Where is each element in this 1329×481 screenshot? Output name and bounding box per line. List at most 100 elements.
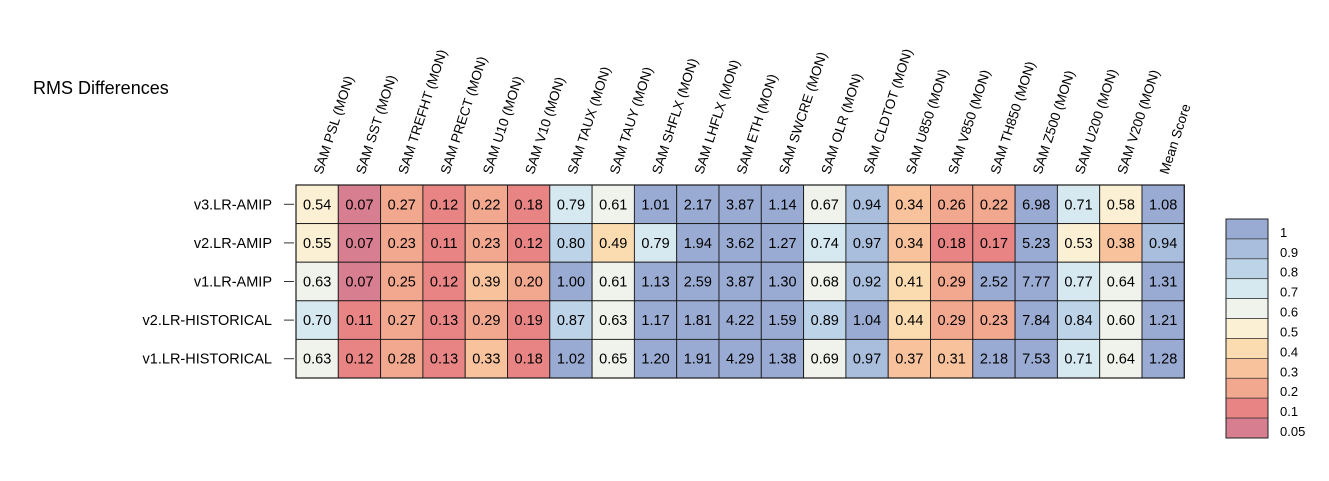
heatmap-cell bbox=[760, 184, 805, 225]
cell-value-label: 4.29 bbox=[726, 352, 754, 368]
cell-value-label: 0.87 bbox=[557, 313, 585, 329]
cell-value-label: 0.18 bbox=[515, 197, 543, 213]
legend-label: 0.2 bbox=[1280, 384, 1298, 399]
heatmap-cell bbox=[1056, 261, 1101, 302]
color-legend: 1 0.9 0.8 0.7 0.6 0.5 0.4 0.3 0.2 0.1 0.05 bbox=[1225, 218, 1305, 439]
cell-value-label: 1.13 bbox=[641, 275, 669, 291]
heatmap-cell bbox=[591, 184, 635, 225]
cell-value-label: 1.38 bbox=[768, 352, 796, 368]
heatmap-cell bbox=[1014, 184, 1058, 225]
cell-value-label: 3.87 bbox=[726, 275, 754, 291]
cell-value-label: 0.77 bbox=[1064, 275, 1092, 291]
heatmap-cell bbox=[1141, 184, 1185, 225]
cell-value-label: 0.34 bbox=[895, 197, 923, 213]
cell-value-label: 0.44 bbox=[895, 313, 923, 329]
legend-swatch bbox=[1225, 417, 1269, 439]
legend-label: 0.1 bbox=[1280, 404, 1298, 419]
cell-value-label: 0.13 bbox=[430, 352, 458, 368]
cell-value-label: 0.63 bbox=[303, 275, 331, 291]
cell-value-label: 1.00 bbox=[557, 275, 585, 291]
heatmap-cell bbox=[887, 300, 931, 340]
heatmap-cell bbox=[1056, 223, 1101, 263]
cell-value-label: 0.68 bbox=[811, 275, 839, 291]
legend-swatch bbox=[1225, 397, 1269, 419]
heatmap-cell bbox=[549, 300, 593, 340]
cell-value-label: 3.62 bbox=[726, 236, 754, 252]
heatmap-cell bbox=[422, 261, 466, 302]
cell-value-label: 0.54 bbox=[303, 197, 331, 213]
heatmap-cell bbox=[972, 184, 1016, 225]
heatmap-cell bbox=[760, 261, 805, 302]
cell-value-label: 1.81 bbox=[684, 313, 712, 329]
cell-value-label: 0.84 bbox=[1064, 313, 1092, 329]
cell-value-label: 1.28 bbox=[1149, 352, 1177, 368]
heatmap-cell bbox=[464, 261, 508, 302]
cell-value-label: 1.94 bbox=[684, 236, 712, 252]
cell-value-label: 2.59 bbox=[684, 275, 712, 291]
legend-swatch bbox=[1225, 258, 1269, 280]
cell-value-label: 1.21 bbox=[1149, 313, 1177, 329]
legend-label: 1 bbox=[1280, 225, 1287, 240]
cell-value-label: 0.12 bbox=[515, 236, 543, 252]
legend-label: 0.7 bbox=[1280, 285, 1298, 300]
heatmap-cell bbox=[718, 261, 762, 302]
row-label: v1.LR-HISTORICAL bbox=[143, 352, 272, 368]
row-label: v3.LR-AMIP bbox=[194, 197, 272, 213]
cell-value-label: 0.69 bbox=[811, 352, 839, 368]
cell-value-label: 0.12 bbox=[430, 275, 458, 291]
heatmap-cell bbox=[507, 223, 551, 263]
cell-value-label: 0.26 bbox=[938, 197, 966, 213]
column-label: SAM U10 (MON) bbox=[480, 74, 526, 176]
cell-value-label: 0.89 bbox=[811, 313, 839, 329]
heatmap-cell bbox=[1099, 338, 1143, 379]
cell-value-label: 3.87 bbox=[726, 197, 754, 213]
cell-value-label: 0.31 bbox=[938, 352, 966, 368]
cell-value-label: 1.27 bbox=[768, 236, 796, 252]
heatmap-cell bbox=[422, 338, 466, 379]
heatmap-cell bbox=[380, 300, 424, 340]
cell-value-label: 7.53 bbox=[1022, 352, 1050, 368]
cell-value-label: 0.63 bbox=[303, 352, 331, 368]
row-label: v1.LR-AMIP bbox=[194, 275, 272, 291]
cell-value-label: 0.94 bbox=[1149, 236, 1177, 252]
heatmap-cell bbox=[1056, 184, 1101, 225]
heatmap-cell bbox=[845, 300, 889, 340]
cell-value-label: 0.80 bbox=[557, 236, 585, 252]
cell-value-label: 1.01 bbox=[641, 197, 669, 213]
cell-value-label: 0.17 bbox=[980, 236, 1008, 252]
heatmap-cell bbox=[380, 338, 424, 379]
cell-value-label: 0.97 bbox=[853, 236, 881, 252]
cell-value-label: 0.27 bbox=[388, 313, 416, 329]
cell-value-label: 0.71 bbox=[1064, 197, 1092, 213]
heatmap-cell bbox=[1014, 223, 1058, 263]
legend-swatch bbox=[1225, 338, 1269, 359]
heatmap-cell bbox=[549, 261, 593, 302]
heatmap-cell bbox=[803, 261, 847, 302]
cell-value-label: 0.25 bbox=[388, 275, 416, 291]
heatmap-cell bbox=[549, 338, 593, 379]
cell-value-label: 0.79 bbox=[641, 236, 669, 252]
heatmap-frame bbox=[295, 184, 1185, 379]
column-label: SAM Z500 (MON) bbox=[1030, 69, 1078, 176]
cell-value-label: 0.29 bbox=[472, 313, 500, 329]
heatmap-cell bbox=[1014, 338, 1058, 379]
cell-value-label: 1.17 bbox=[641, 313, 669, 329]
cell-value-label: 0.41 bbox=[895, 275, 923, 291]
heatmap-cell bbox=[760, 338, 805, 379]
heatmap-cell bbox=[591, 223, 635, 263]
cell-value-label: 0.64 bbox=[1107, 275, 1135, 291]
column-label: SAM U850 (MON) bbox=[903, 67, 951, 176]
legend-swatch bbox=[1225, 278, 1269, 299]
row-label: v2.LR-HISTORICAL bbox=[143, 313, 272, 329]
cell-value-label: 0.18 bbox=[515, 352, 543, 368]
cell-value-label: 0.58 bbox=[1107, 197, 1135, 213]
cell-value-label: 0.63 bbox=[599, 313, 627, 329]
heatmap-cell bbox=[422, 300, 466, 340]
cell-value-label: 1.30 bbox=[768, 275, 796, 291]
column-label: SAM V850 (MON) bbox=[945, 68, 993, 176]
cell-value-label: 0.60 bbox=[1107, 313, 1135, 329]
cell-value-label: 0.13 bbox=[430, 313, 458, 329]
cell-value-label: 0.92 bbox=[853, 275, 881, 291]
cell-value-label: 1.02 bbox=[557, 352, 585, 368]
cell-value-label: 2.17 bbox=[684, 197, 712, 213]
